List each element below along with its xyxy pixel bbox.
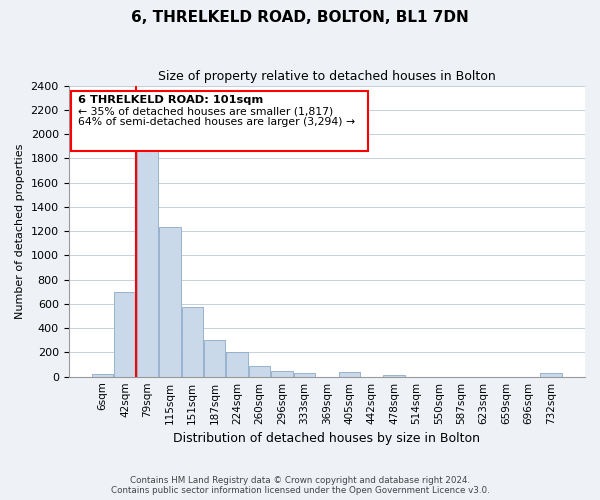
Bar bbox=[92, 374, 113, 376]
FancyBboxPatch shape bbox=[71, 92, 368, 151]
Bar bbox=[115, 292, 136, 376]
Bar bbox=[137, 140, 158, 376]
Bar bbox=[204, 340, 226, 376]
Text: ← 35% of detached houses are smaller (1,817): ← 35% of detached houses are smaller (1,… bbox=[78, 106, 333, 117]
Bar bbox=[249, 366, 270, 376]
Y-axis label: Number of detached properties: Number of detached properties bbox=[15, 144, 25, 319]
Bar bbox=[182, 307, 203, 376]
Bar bbox=[159, 228, 181, 376]
Text: 64% of semi-detached houses are larger (3,294) →: 64% of semi-detached houses are larger (… bbox=[78, 117, 355, 127]
Bar bbox=[226, 352, 248, 376]
Text: 6 THRELKELD ROAD: 101sqm: 6 THRELKELD ROAD: 101sqm bbox=[78, 95, 263, 105]
Bar bbox=[271, 371, 293, 376]
X-axis label: Distribution of detached houses by size in Bolton: Distribution of detached houses by size … bbox=[173, 432, 480, 445]
Title: Size of property relative to detached houses in Bolton: Size of property relative to detached ho… bbox=[158, 70, 496, 83]
Bar bbox=[294, 373, 315, 376]
Text: 6, THRELKELD ROAD, BOLTON, BL1 7DN: 6, THRELKELD ROAD, BOLTON, BL1 7DN bbox=[131, 10, 469, 25]
Bar bbox=[338, 372, 360, 376]
Text: Contains HM Land Registry data © Crown copyright and database right 2024.
Contai: Contains HM Land Registry data © Crown c… bbox=[110, 476, 490, 495]
Bar bbox=[383, 375, 404, 376]
Bar bbox=[540, 373, 562, 376]
